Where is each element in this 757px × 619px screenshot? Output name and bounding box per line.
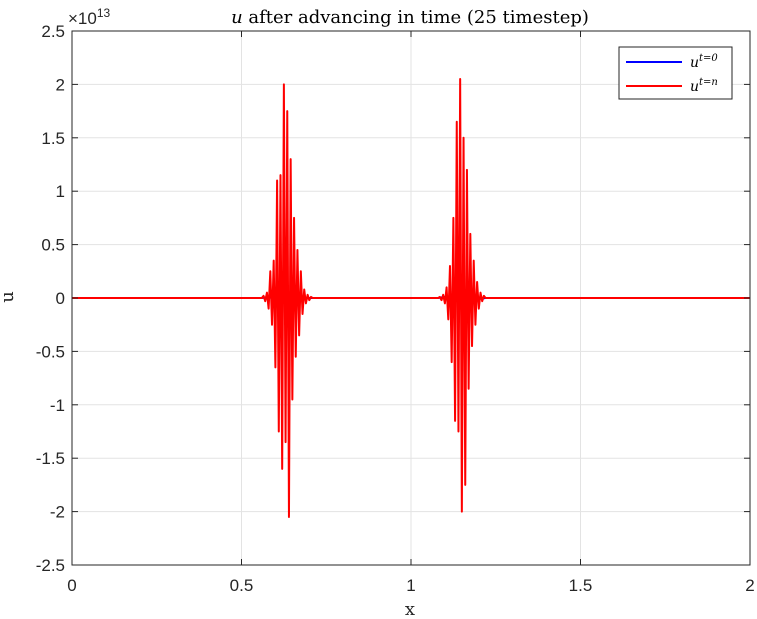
y-tick-label: -1: [50, 396, 65, 415]
legend-label-tn: ut=n: [690, 77, 718, 95]
y-tick-label: 2.5: [41, 22, 65, 41]
y-tick-label: 0: [56, 289, 65, 308]
y-tick-label: -2: [50, 503, 65, 522]
y-tick-label: 2: [56, 75, 65, 94]
x-tick-label: 0: [67, 576, 76, 595]
legend-label-t0: ut=0: [690, 53, 718, 71]
series-line-tn: [72, 78, 750, 518]
exponent-label: ×1013: [68, 6, 111, 28]
ticks: 0 0.5 1 1.5 2 2.5 2 1.5 1 0.5 0 -0.5 -1 -1.5 -2 -2.5: [36, 22, 755, 595]
x-tick-label: 1: [406, 576, 415, 595]
y-tick-label: 1.5: [41, 129, 65, 148]
series-layer: [72, 78, 750, 518]
y-tick-label: -0.5: [36, 342, 65, 361]
chart-title: u after advancing in time (25 timestep): [231, 7, 589, 28]
x-tick-label: 0.5: [230, 576, 254, 595]
x-axis-label: x: [405, 599, 415, 619]
y-tick-label: 0.5: [41, 236, 65, 255]
x-tick-label: 2: [745, 576, 754, 595]
y-axis-label: u: [0, 291, 18, 303]
legend-box: [618, 46, 733, 100]
y-tick-label: -1.5: [36, 449, 65, 468]
legend: ut=0 ut=n: [618, 46, 733, 100]
x-tick-label: 1.5: [569, 576, 593, 595]
y-tick-label: -2.5: [36, 556, 65, 575]
y-tick-label: 1: [56, 182, 65, 201]
